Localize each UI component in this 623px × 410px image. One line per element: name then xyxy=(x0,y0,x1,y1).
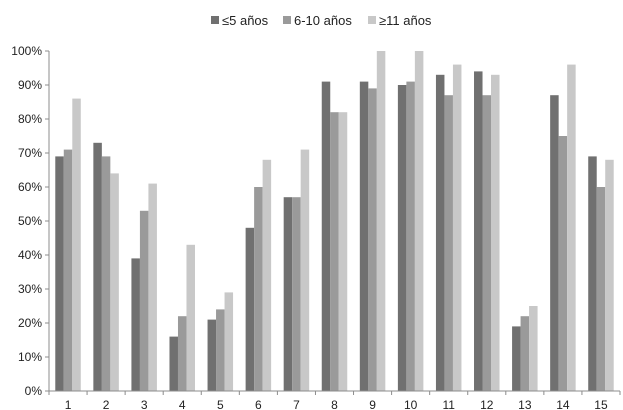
bar-3-series-2 xyxy=(139,210,149,391)
x-tick-label: 15 xyxy=(594,398,608,410)
bar-13-series-2 xyxy=(520,316,530,391)
bar-5-series-3 xyxy=(224,292,234,391)
bar-10-series-2 xyxy=(406,81,415,391)
bar-11-series-3 xyxy=(452,64,462,391)
bar-10-series-1 xyxy=(397,85,407,391)
y-tick-label: 70% xyxy=(18,146,42,160)
y-tick-label: 80% xyxy=(18,112,42,126)
bar-15-series-1 xyxy=(588,156,597,391)
bar-5-series-1 xyxy=(207,319,217,391)
bar-14-series-3 xyxy=(567,64,576,391)
bar-4-series-3 xyxy=(186,244,195,391)
x-tick-label: 2 xyxy=(103,398,110,410)
x-tick-label: 6 xyxy=(255,398,262,410)
bar-5-series-2 xyxy=(216,309,225,391)
bar-7-series-1 xyxy=(283,197,293,391)
legend-label-2: 6-10 años xyxy=(294,13,352,28)
bar-7-series-2 xyxy=(292,197,301,391)
bar-7-series-3 xyxy=(300,149,310,391)
bar-1-series-1 xyxy=(55,156,64,391)
x-tick-label: 4 xyxy=(179,398,186,410)
bar-8-series-3 xyxy=(338,112,348,391)
bar-8-series-1 xyxy=(321,81,331,391)
x-tick-label: 9 xyxy=(369,398,376,410)
y-tick-label: 10% xyxy=(18,350,42,364)
bar-1-series-2 xyxy=(63,149,73,391)
bar-12-series-2 xyxy=(482,95,492,391)
bar-2-series-2 xyxy=(101,156,111,391)
bar-4-series-1 xyxy=(169,336,178,391)
bar-8-series-2 xyxy=(330,112,339,391)
bar-3-series-1 xyxy=(131,258,140,391)
bar-12-series-3 xyxy=(491,74,500,392)
bar-13-series-1 xyxy=(512,326,521,391)
bars xyxy=(55,51,614,392)
y-tick-label: 100% xyxy=(11,44,42,58)
y-tick-label: 0% xyxy=(25,384,43,398)
x-axis: 1 2 3 4 5 6 7 8 9 10 11 12 13 14 15 xyxy=(48,390,621,410)
chart-legend: ≤5 años 6-10 años ≥11 años xyxy=(211,13,432,28)
bar-11-series-2 xyxy=(444,95,453,391)
bar-14-series-2 xyxy=(558,136,568,391)
bar-3-series-3 xyxy=(148,183,157,391)
bar-11-series-1 xyxy=(435,74,445,392)
bar-13-series-3 xyxy=(529,306,538,391)
legend-swatch-3 xyxy=(368,16,376,24)
bar-10-series-3 xyxy=(414,51,424,391)
x-tick-label: 5 xyxy=(217,398,224,410)
legend-swatch-2 xyxy=(283,16,291,24)
bar-4-series-2 xyxy=(177,316,187,391)
x-tick-label: 13 xyxy=(518,398,532,410)
bar-6-series-2 xyxy=(254,187,263,391)
bar-2-series-1 xyxy=(93,142,102,391)
bar-1-series-3 xyxy=(72,98,81,391)
bar-15-series-2 xyxy=(596,187,606,391)
legend-label-1: ≤5 años xyxy=(222,13,269,28)
bar-9-series-1 xyxy=(359,81,369,391)
x-tick-label: 10 xyxy=(404,398,418,410)
y-tick-label: 90% xyxy=(18,78,42,92)
x-tick-label: 1 xyxy=(65,398,72,410)
y-tick-label: 60% xyxy=(18,180,42,194)
bar-15-series-3 xyxy=(605,159,614,391)
y-tick-label: 50% xyxy=(18,214,42,228)
x-tick-label: 8 xyxy=(331,398,338,410)
y-tick-label: 30% xyxy=(18,282,42,296)
x-tick-label: 3 xyxy=(141,398,148,410)
y-axis: 0% 10% 20% 30% 40% 50% 60% 70% 80% 90% 100% xyxy=(11,44,50,398)
legend-label-3: ≥11 años xyxy=(379,13,432,28)
bar-6-series-3 xyxy=(262,159,272,391)
bar-14-series-1 xyxy=(550,95,559,391)
x-tick-label: 12 xyxy=(480,398,494,410)
x-tick-label: 14 xyxy=(556,398,570,410)
bar-6-series-1 xyxy=(245,227,255,391)
bar-9-series-3 xyxy=(376,51,386,391)
x-tick-label: 7 xyxy=(293,398,300,410)
y-tick-label: 20% xyxy=(18,316,42,330)
x-tick-label: 11 xyxy=(442,398,455,410)
bar-12-series-1 xyxy=(474,71,483,392)
bar-2-series-3 xyxy=(110,173,119,391)
legend-swatch-1 xyxy=(211,16,219,24)
bar-9-series-2 xyxy=(368,88,377,392)
y-tick-label: 40% xyxy=(18,248,42,262)
